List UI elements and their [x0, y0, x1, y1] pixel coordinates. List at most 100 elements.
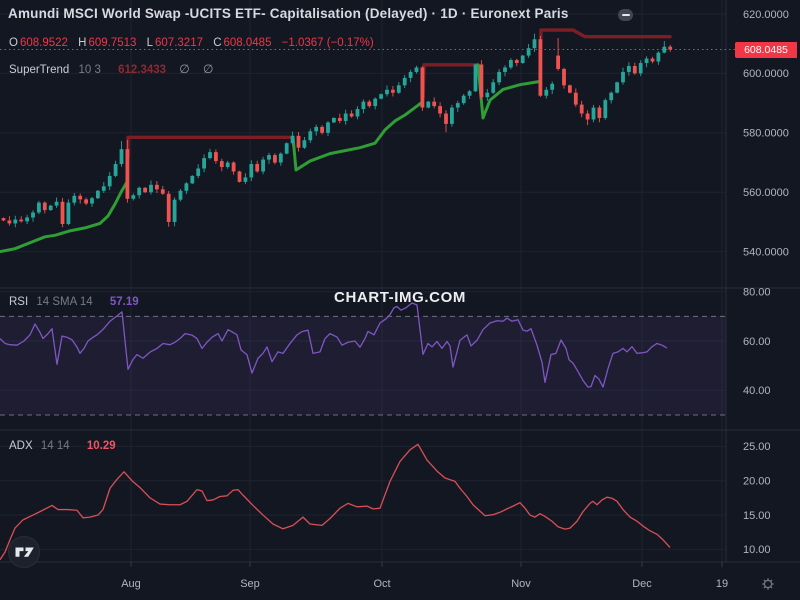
candle-body [337, 117, 342, 121]
price-tick-label: 580.0000 [743, 128, 789, 140]
candle-body [538, 39, 543, 96]
candle-body [627, 65, 631, 72]
price-tick-label: 540.0000 [743, 246, 789, 258]
candle-body [444, 113, 448, 124]
candle-body [438, 106, 442, 114]
rsi-tick-label: 40.00 [743, 385, 771, 397]
adx-tick-label: 10.00 [743, 544, 771, 556]
candle-body [385, 89, 389, 95]
candle-body [414, 67, 419, 72]
adx-name: ADX [9, 440, 33, 452]
candle-body [31, 212, 35, 218]
tradingview-logo[interactable] [6, 534, 42, 570]
gear-tooth [763, 586, 766, 589]
supertrend-line-up [291, 101, 423, 172]
timezone-settings-gear-icon[interactable] [759, 575, 777, 593]
close-label: C [213, 37, 222, 49]
adx-legend[interactable]: ADX 14 14 10.29 [9, 440, 116, 452]
ohlc-legend[interactable]: O 608.9522 H 609.7513 L 607.3217 C 608.0485 … [9, 37, 376, 49]
interval-label: 1D [440, 6, 458, 21]
candle-body [650, 58, 655, 62]
adx-tick-label: 20.00 [743, 476, 771, 488]
rsi-params: 14 SMA 14 [36, 296, 93, 308]
candle-body [78, 195, 83, 200]
candle-body [597, 107, 602, 118]
candle-body [137, 187, 142, 196]
candle-body [532, 39, 537, 49]
candle-body [184, 183, 189, 191]
adx-line [0, 443, 671, 561]
candle-body [166, 193, 171, 222]
candle-body [479, 64, 484, 98]
time-tick-label: Nov [511, 578, 531, 590]
candle-body [267, 155, 271, 160]
supertrend-line-down [538, 28, 672, 79]
candle-body [656, 52, 661, 62]
open-label: O [9, 37, 18, 49]
candle-body [320, 126, 324, 133]
exchange-label: Euronext Paris [470, 6, 569, 21]
price-tick-label: 620.0000 [743, 9, 789, 21]
candle-body [296, 135, 301, 148]
candle-body [160, 189, 165, 194]
candle-body [503, 67, 507, 72]
candle-body [391, 89, 395, 93]
supertrend-legend[interactable]: SuperTrend 10 3 612.3433 ∅ ∅ [9, 62, 213, 76]
candle-body [562, 68, 566, 86]
adx-tick-label: 15.00 [743, 510, 771, 522]
candle-body [178, 190, 183, 200]
candle-body [379, 94, 383, 99]
watermark: CHART-IMG.COM [334, 289, 466, 306]
candle-body [25, 217, 29, 222]
candle-body [343, 113, 348, 121]
candle-body [214, 152, 218, 162]
rsi-name: RSI [9, 296, 29, 308]
candle-body [373, 98, 378, 107]
candle-body [332, 117, 336, 123]
candle-body [455, 103, 460, 108]
candle-body [208, 152, 212, 159]
open-value: 608.9522 [19, 37, 68, 49]
symbol-legend[interactable]: Amundi MSCI World Swap -UCITS ETF- Capit… [8, 6, 569, 21]
candle-body [231, 162, 236, 172]
rsi-band [0, 316, 726, 415]
time-tick-label: Oct [373, 578, 390, 590]
candle-body [579, 104, 584, 114]
candle-body [485, 92, 490, 98]
candle-body [585, 113, 590, 120]
candle-body [615, 82, 619, 93]
candle-body [632, 65, 637, 74]
candle-body [402, 77, 407, 86]
candle-body [155, 184, 159, 190]
empty-set-icon: ∅ [179, 62, 190, 76]
candle-body [591, 107, 596, 120]
high-label: H [78, 37, 87, 49]
rsi-legend[interactable]: RSI 14 SMA 14 57.19 [9, 296, 139, 308]
legend-collapse-button[interactable] [618, 9, 633, 21]
supertrend-value: 612.3433 [118, 64, 167, 76]
candle-body [107, 175, 112, 187]
candle-body [408, 71, 413, 78]
candle-body [13, 219, 18, 224]
candle-body [84, 199, 88, 204]
candle-body [54, 201, 59, 206]
time-tick-label: Sep [240, 578, 260, 590]
price-tick-label: 600.0000 [743, 68, 789, 80]
candle-body [326, 122, 330, 133]
candle-body [196, 168, 201, 176]
candle-body [432, 101, 437, 107]
candle-body [662, 46, 667, 53]
minus-icon [621, 14, 630, 16]
candle-body [491, 82, 496, 93]
candle-body [396, 85, 401, 93]
supertrend-line-up [0, 180, 129, 254]
adx-params: 14 14 [40, 440, 70, 452]
gear-tooth [763, 579, 766, 582]
candle-body [119, 149, 124, 165]
candle-body [243, 177, 248, 182]
rsi-value: 57.19 [109, 296, 139, 308]
candle-body [48, 205, 53, 211]
low-label: L [146, 37, 154, 49]
